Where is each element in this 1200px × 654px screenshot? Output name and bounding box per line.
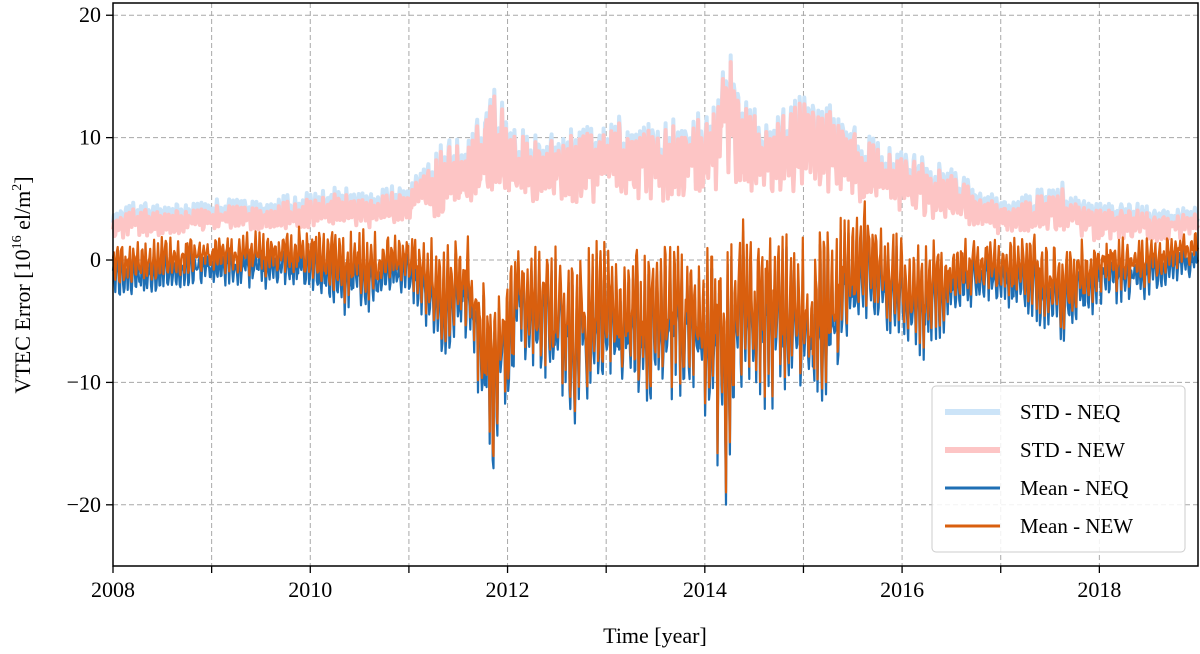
y-tick-label: −20 — [67, 492, 101, 517]
series-line-std-new — [111, 60, 1200, 244]
legend-box — [931, 385, 1186, 553]
y-axis-label-mid: el/m — [10, 191, 35, 236]
y-axis-label-main: VTEC Error [10 — [10, 249, 35, 393]
y-axis-label-sup2: 2 — [10, 184, 25, 191]
y-axis-label-end: ] — [10, 176, 35, 183]
legend-label-mean-neq: Mean - NEQ — [1020, 476, 1128, 500]
y-axis-label: VTEC Error [1016 el/m2] — [10, 176, 35, 393]
legend-label-mean-new: Mean - NEW — [1020, 514, 1133, 538]
legend: STD - NEQ STD - NEW Mean - NEQ Mean - NEW — [931, 385, 1186, 553]
x-tick-label: 2014 — [683, 577, 727, 602]
series-line-mean-new — [111, 200, 1200, 494]
x-axis-label: Time [year] — [603, 623, 707, 648]
legend-label-std-neq: STD - NEQ — [1020, 400, 1120, 424]
y-axis-label-sup1: 16 — [10, 235, 25, 249]
x-tick-label: 2010 — [288, 577, 332, 602]
y-tick-label: 0 — [90, 247, 101, 272]
y-tick-label: 10 — [79, 125, 101, 150]
x-tick-label: 2012 — [486, 577, 530, 602]
x-tick-label: 2008 — [91, 577, 135, 602]
x-tick-label: 2018 — [1077, 577, 1121, 602]
x-tick-label: 2016 — [880, 577, 924, 602]
y-tick-label: −10 — [67, 369, 101, 394]
series-layer — [111, 53, 1200, 506]
ticks: 2008 2010 2012 2014 2016 2018 −20 −10 0 10 20 — [67, 2, 1122, 602]
y-tick-label: 20 — [79, 2, 101, 27]
legend-label-std-new: STD - NEW — [1020, 438, 1125, 462]
plot-frame — [112, 2, 1199, 567]
